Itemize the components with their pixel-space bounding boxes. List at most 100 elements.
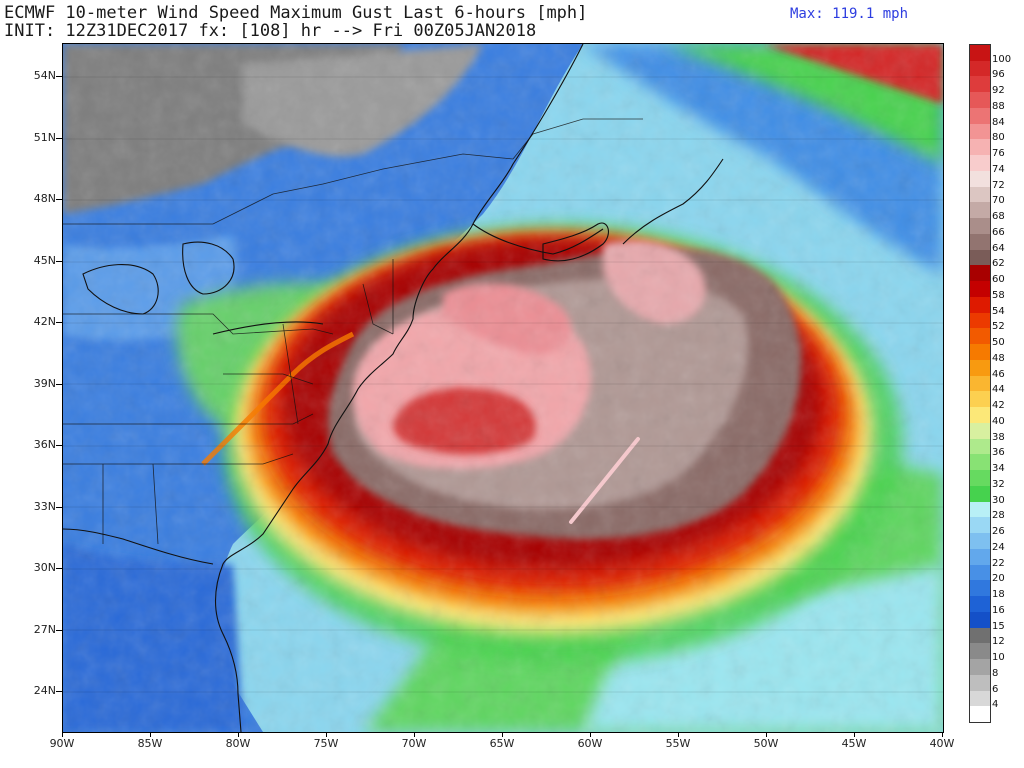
- lon-label: 55W: [665, 737, 691, 750]
- color-scale-label: 24: [992, 541, 1005, 553]
- lon-tick: [502, 732, 503, 737]
- lat-tick: [56, 629, 62, 631]
- color-scale-swatch: [970, 233, 990, 251]
- color-scale-label: 74: [992, 163, 1005, 175]
- color-scale-label: 88: [992, 100, 1005, 112]
- color-scale-label: 20: [992, 573, 1005, 585]
- color-scale-swatch: [970, 265, 990, 282]
- color-scale-label: 96: [992, 69, 1005, 81]
- color-scale-label: 100: [992, 53, 1012, 65]
- lat-label: 27N: [33, 622, 56, 636]
- color-scale-swatch: [970, 690, 990, 707]
- graticule: [63, 76, 943, 693]
- color-scale-label: 44: [992, 384, 1005, 396]
- color-scale-swatch: [970, 375, 990, 392]
- state-borders: [63, 118, 643, 545]
- color-scale-label: 92: [992, 85, 1005, 97]
- lat-label: 39N: [33, 376, 56, 390]
- lon-tick: [238, 732, 239, 737]
- color-scale-swatch: [970, 674, 990, 691]
- color-scale-swatch: [970, 422, 990, 440]
- lon-tick: [854, 732, 855, 737]
- color-scale-label: 8: [992, 667, 999, 679]
- color-scale-label: 58: [992, 289, 1005, 301]
- color-scale-swatch: [970, 391, 990, 408]
- gust-streak: [569, 437, 640, 524]
- color-scale-swatch: [970, 123, 990, 140]
- lat-tick: [56, 322, 62, 323]
- map-init-time: INIT: 12Z31DEC2017 fx: [108] hr --> Fri …: [4, 21, 537, 41]
- color-scale-label: 34: [992, 463, 1005, 475]
- lat-label: 33N: [33, 499, 56, 513]
- lat-tick: [56, 383, 62, 385]
- color-scale-swatch: [970, 485, 990, 503]
- lat-label: 45N: [33, 253, 56, 267]
- color-scale-swatch: [970, 517, 990, 534]
- lat-tick: [56, 568, 62, 569]
- max-value-label: Max: 119.1 mph: [790, 6, 909, 22]
- lon-label: 80W: [225, 737, 251, 750]
- color-scale-label: 15: [992, 620, 1005, 632]
- color-scale-label: 68: [992, 211, 1005, 223]
- lat-tick: [56, 137, 62, 139]
- lat-tick: [56, 691, 62, 692]
- lon-tick: [326, 732, 327, 737]
- color-scale-label: 70: [992, 195, 1005, 207]
- color-scale-label: 38: [992, 431, 1005, 443]
- color-scale-swatch: [970, 281, 990, 298]
- color-scale-swatch: [970, 501, 990, 518]
- lon-label: 50W: [753, 737, 779, 750]
- color-scale-swatch: [970, 45, 990, 62]
- color-scale-swatch: [970, 659, 990, 676]
- color-scale-label: 12: [992, 636, 1005, 648]
- color-scale-label: 30: [992, 494, 1005, 506]
- color-scale-swatch: [970, 92, 990, 109]
- map-canvas: [63, 44, 943, 732]
- color-scale-swatch: [970, 564, 990, 581]
- color-scale-swatch: [970, 139, 990, 156]
- lat-label: 36N: [33, 438, 56, 451]
- color-scale-label: 16: [992, 604, 1005, 616]
- lon-label: 40W: [929, 737, 955, 750]
- color-scale-bar: [969, 44, 991, 723]
- color-scale-swatch: [970, 344, 990, 361]
- color-scale-label: 48: [992, 352, 1005, 364]
- lat-tick: [56, 76, 62, 77]
- color-scale-swatch: [970, 107, 990, 125]
- color-scale-label: 4: [992, 699, 999, 711]
- lon-label: 65W: [489, 737, 515, 750]
- color-scale-swatch: [970, 627, 990, 644]
- color-scale-swatch: [970, 470, 990, 487]
- lon-tick: [942, 732, 943, 737]
- color-scale-label: 76: [992, 148, 1005, 160]
- map-title: ECMWF 10-meter Wind Speed Maximum Gust L…: [4, 3, 588, 23]
- lat-label: 42N: [33, 315, 56, 328]
- color-scale-label: 18: [992, 589, 1005, 601]
- lon-tick: [62, 732, 63, 737]
- color-scale-swatch: [970, 60, 990, 77]
- color-scale-label: 10: [992, 652, 1005, 664]
- lat-label: 54N: [33, 69, 56, 82]
- lat-label: 48N: [33, 192, 56, 205]
- lon-tick: [414, 732, 415, 737]
- lon-label: 90W: [49, 737, 75, 750]
- color-scale-swatch: [970, 312, 990, 329]
- color-scale-label: 46: [992, 368, 1005, 380]
- color-scale-swatch: [970, 596, 990, 613]
- lon-tick: [678, 732, 679, 737]
- color-scale-swatch: [970, 580, 990, 597]
- color-scale-label: 62: [992, 258, 1005, 270]
- lat-tick: [56, 199, 62, 200]
- color-scale-label: 26: [992, 526, 1005, 538]
- color-scale-label: 84: [992, 116, 1005, 128]
- lon-label: 70W: [401, 737, 427, 750]
- color-scale-label: 22: [992, 557, 1005, 569]
- lat-tick: [56, 260, 62, 262]
- color-scale-swatch: [970, 359, 990, 377]
- lat-label: 30N: [33, 561, 56, 574]
- color-scale-label: 36: [992, 447, 1005, 459]
- color-scale-swatch: [970, 249, 990, 266]
- color-scale-label: 64: [992, 242, 1005, 254]
- color-scale-label: 32: [992, 478, 1005, 490]
- color-scale-label: 28: [992, 510, 1005, 522]
